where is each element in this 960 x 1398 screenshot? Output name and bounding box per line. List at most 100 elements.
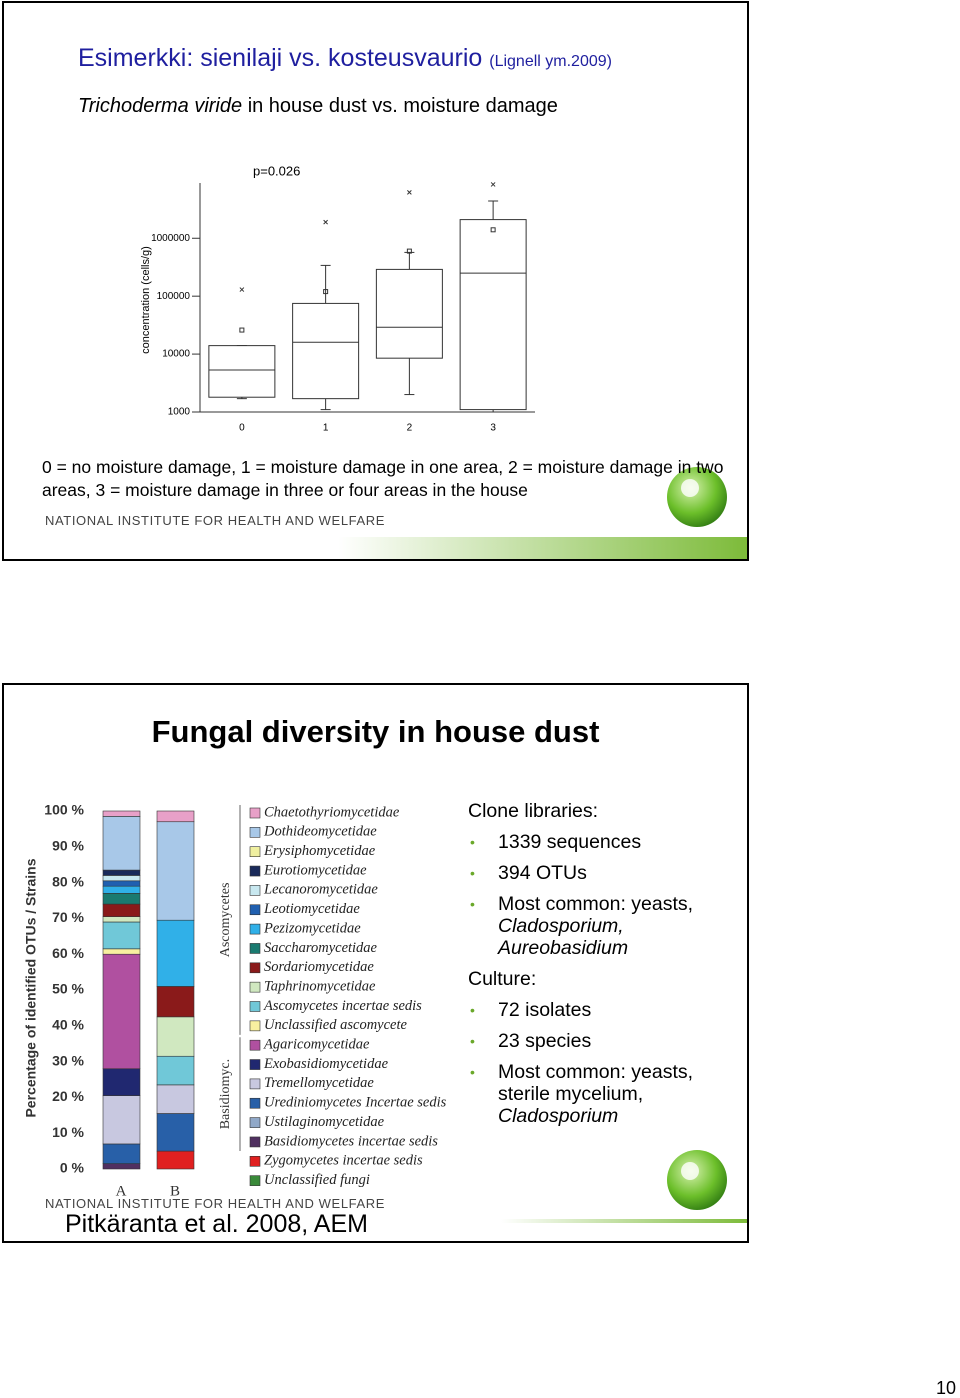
citation: Pitkäranta et al. 2008, AEM	[65, 1210, 368, 1238]
legend-label: Saccharomycetidae	[264, 940, 378, 956]
item-italic: Cladosporium, Aureobasidium	[498, 915, 629, 959]
info-item: 394 OTUs	[468, 862, 743, 884]
y-tick-label: 80 %	[52, 873, 84, 889]
y-tick-label: 100000	[157, 291, 191, 302]
bar-segment	[102, 916, 141, 923]
subtitle: Trichoderma viride in house dust vs. moi…	[78, 95, 558, 118]
bar-segment	[156, 919, 195, 987]
legend-swatch	[249, 1059, 261, 1070]
mean	[239, 327, 245, 333]
box	[208, 345, 276, 398]
outlier	[323, 219, 328, 225]
x-tick-label: 1	[323, 423, 329, 434]
item-text: Most common: yeasts, sterile mycelium,	[498, 1061, 694, 1105]
legend-swatch	[249, 1175, 261, 1186]
bar-segment	[102, 921, 141, 950]
slide-title: Esimerkki: sienilaji vs. kosteusvaurio (…	[78, 44, 612, 73]
y-tick-label: 40 %	[52, 1017, 84, 1033]
bar-segment	[102, 1143, 141, 1164]
legend-label: Urediniomycetes Incertae sedis	[264, 1095, 447, 1111]
y-tick-label: 10000	[162, 349, 190, 360]
x-tick-label: A	[116, 1183, 127, 1199]
caption: 0 = no moisture damage, 1 = moisture dam…	[42, 457, 724, 500]
info-item: Most common: yeasts, sterile mycelium, C…	[468, 1061, 743, 1127]
citation: (Lignell ym.2009)	[489, 53, 612, 70]
legend-label: Basidiomycetes incertae sedis	[264, 1133, 438, 1149]
footer: NATIONAL INSTITUTE FOR HEALTH AND WELFAR…	[45, 513, 386, 528]
mean	[323, 289, 329, 295]
legend-swatch	[249, 827, 261, 838]
box	[375, 268, 443, 359]
bar-segment	[156, 821, 195, 921]
bar-segment	[102, 953, 141, 1070]
y-tick-label: 10 %	[52, 1124, 84, 1140]
outlier	[239, 287, 245, 292]
bar-segment	[156, 1084, 195, 1114]
mean	[406, 248, 412, 254]
group-label: Ascomycetes	[218, 883, 233, 958]
annotation: p=0.026	[253, 163, 300, 178]
slide-title: Fungal diversity in house dust	[151, 714, 600, 749]
legend-swatch	[249, 846, 261, 858]
bar-segment	[102, 903, 141, 917]
legend-swatch	[249, 1117, 261, 1128]
bar-segment	[102, 1163, 141, 1170]
item-text: 23 species	[498, 1030, 592, 1052]
info-list: 72 isolates 23 species Most common: yeasts…	[468, 999, 743, 1127]
box	[292, 302, 360, 400]
item-text: Most common: yeasts,	[498, 893, 694, 915]
bar-segment	[102, 1068, 141, 1096]
y-tick-label: 1000000	[151, 233, 190, 244]
box	[459, 219, 527, 411]
bar-segment	[102, 948, 141, 955]
legend-label: Pezizomycetidae	[263, 920, 361, 936]
y-tick-label: 100 %	[44, 802, 84, 818]
outlier	[490, 182, 496, 187]
bar-segment	[156, 1150, 195, 1170]
legend-label: Unclassified ascomycete	[264, 1017, 408, 1033]
bar-segment	[102, 893, 141, 905]
legend-label: Ascomycetes incertae sedis	[263, 998, 422, 1014]
legend-label: Sordariomycetidae	[264, 959, 374, 975]
legend-swatch	[249, 923, 261, 935]
legend-swatch	[249, 943, 261, 954]
subtitle-text: in house dust vs. moisture damage	[247, 95, 558, 117]
legend-label: Zygomycetes incertae sedis	[264, 1153, 423, 1169]
footer-bar	[4, 537, 747, 559]
y-tick-label: 30 %	[52, 1052, 84, 1068]
info-item: Most common: yeasts, Cladosporium, Aureo…	[468, 893, 743, 959]
legend-swatch	[249, 1156, 261, 1167]
logo-flower	[681, 479, 699, 497]
legend-swatch	[249, 981, 261, 993]
legend-label: Taphrinomycetidae	[264, 978, 376, 994]
legend-label: Unclassified fungi	[264, 1172, 370, 1188]
bar-segment	[156, 1113, 195, 1152]
x-tick-label: 2	[407, 423, 413, 434]
legend-label: Dothideomycetidae	[263, 824, 377, 840]
logo-flower	[681, 1162, 699, 1180]
legend-label: Erysiphomycetidae	[263, 843, 376, 859]
outlier	[407, 190, 412, 195]
legend-label: Leotiomycetidae	[263, 901, 360, 917]
x-tick-label: 3	[490, 423, 496, 434]
species: Trichoderma viride	[78, 95, 243, 117]
footer: NATIONAL INSTITUTE FOR HEALTH AND WELFAR…	[45, 1196, 386, 1211]
legend-swatch	[249, 807, 261, 819]
footer-bar	[300, 1219, 747, 1223]
legend-swatch	[249, 1001, 261, 1012]
item-text: 72 isolates	[498, 999, 592, 1021]
x-tick-label: 0	[239, 423, 245, 434]
legend-swatch	[249, 1039, 261, 1051]
y-axis-label: Percentage of identified OTUs / Strains	[23, 858, 39, 1117]
info-text: Clone libraries: 1339 sequences 394 OTUs Mo…	[468, 800, 743, 1136]
bar-segment	[102, 875, 141, 882]
item-text: 1339 sequences	[498, 831, 642, 853]
legend-label: Ustilaginomycetidae	[264, 1114, 385, 1130]
y-tick-label: 1000	[168, 407, 191, 418]
bar-segment	[156, 986, 195, 1018]
y-tick-label: 70 %	[52, 909, 84, 925]
legend-label: Eurotiomycetidae	[263, 862, 367, 878]
y-tick-label: 90 %	[52, 838, 84, 854]
